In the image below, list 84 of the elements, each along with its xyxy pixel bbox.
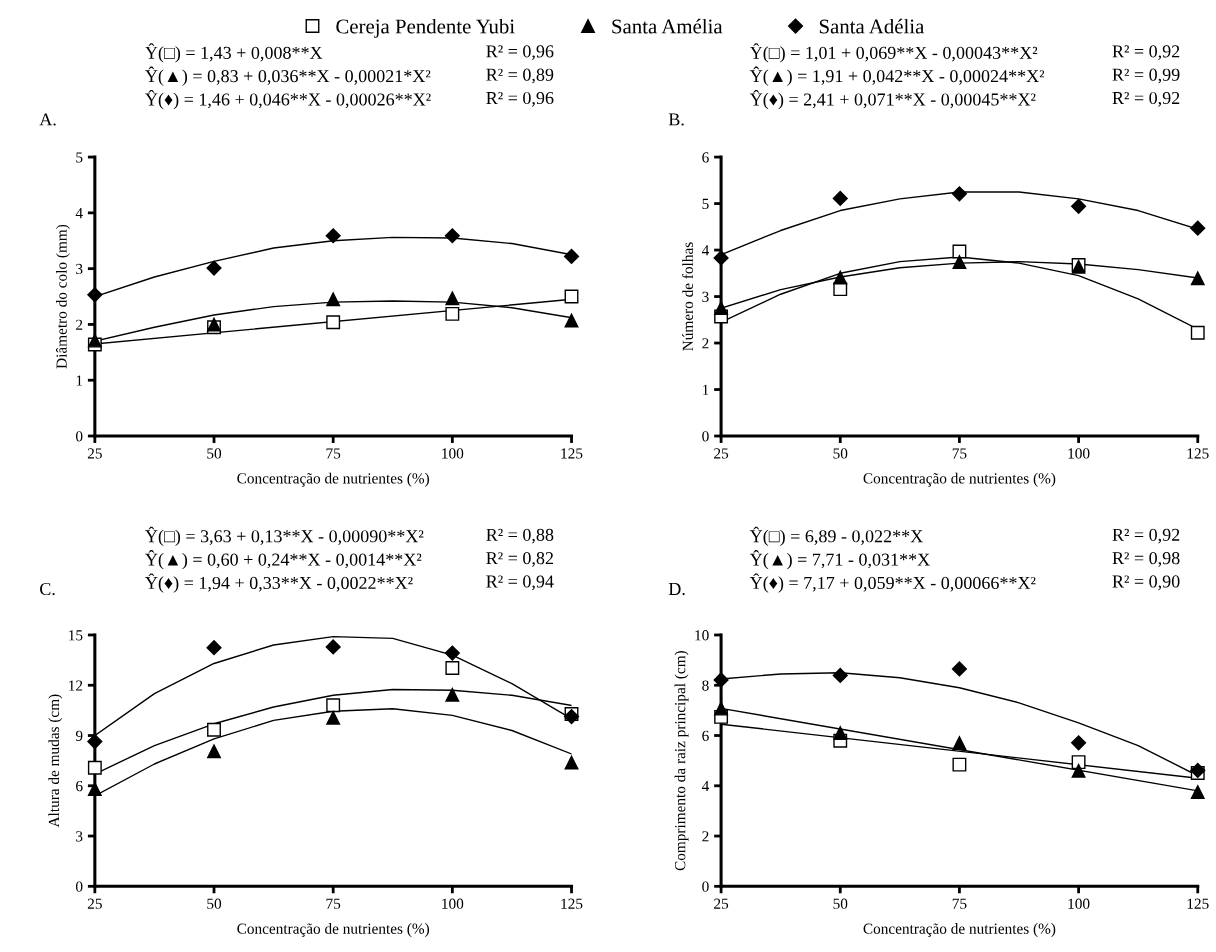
text: R² = 0,88 bbox=[486, 528, 554, 544]
x-tick-label: 75 bbox=[952, 898, 967, 909]
y-tick-label: 12 bbox=[69, 680, 83, 691]
x-tick-label: 75 bbox=[952, 448, 967, 459]
x-tick-label: 100 bbox=[442, 448, 464, 459]
text: Ŷ(□) = 1,01 + 0,069**X - 0,00043**X² bbox=[749, 43, 1038, 63]
text: Ŷ(♦) = 7,17 + 0,059**X - 0,00066**X² bbox=[749, 573, 1036, 593]
x-tick-label: 25 bbox=[87, 898, 102, 909]
x-tick-label: 50 bbox=[833, 898, 848, 909]
x-tick-label: 125 bbox=[1187, 448, 1209, 459]
x-tick-label: 25 bbox=[714, 898, 729, 909]
x-tick-label: 100 bbox=[442, 898, 464, 909]
y-tick-label: 1 bbox=[702, 384, 709, 395]
text: R² = 0,82 bbox=[486, 552, 553, 567]
y-tick-label: 1 bbox=[76, 375, 83, 386]
y-tick-label: 6 bbox=[702, 730, 709, 741]
x-axis-title: Concentração de nutrientes (%) bbox=[863, 923, 1056, 937]
x-tick-label: 25 bbox=[87, 448, 102, 459]
text: Ŷ(▲) = 0,60 + 0,24**X - 0,0014**X² bbox=[145, 550, 422, 570]
text: R² = 0,96 bbox=[486, 45, 554, 61]
y-tick-label: 2 bbox=[702, 831, 709, 842]
y-axis-title: Número de folhas bbox=[682, 242, 693, 351]
y-tick-label: 3 bbox=[76, 263, 83, 275]
x-tick-label: 75 bbox=[326, 898, 341, 909]
y-tick-label: 3 bbox=[76, 831, 83, 842]
text: R² = 0,92 bbox=[1112, 528, 1180, 544]
y-axis-title: Altura de mudas (cm) bbox=[48, 694, 63, 828]
legend-label: Cereja Pendente Yubi bbox=[336, 18, 515, 38]
text: Ŷ(□) = 6,89 - 0,022**X bbox=[749, 526, 923, 547]
y-tick-label: 0 bbox=[702, 881, 709, 892]
x-tick-label: 50 bbox=[833, 448, 848, 459]
y-tick-label: 5 bbox=[76, 152, 83, 163]
y-tick-label: 10 bbox=[695, 630, 709, 641]
x-tick-label: 50 bbox=[207, 898, 222, 909]
y-tick-label: 15 bbox=[69, 630, 83, 641]
y-tick-label: 6 bbox=[702, 152, 709, 163]
text: Ŷ(□) = 3,63 + 0,13**X - 0,00090**X² bbox=[145, 526, 424, 547]
text: Ŷ(♦) = 2,41 + 0,071**X - 0,00045**X² bbox=[749, 89, 1036, 110]
text: R² = 0,89 bbox=[486, 68, 554, 84]
y-tick-label: 5 bbox=[702, 198, 709, 210]
x-axis-title: Concentração de nutrientes (%) bbox=[237, 923, 430, 937]
legend-label: Santa Amélia bbox=[612, 18, 723, 34]
y-tick-label: 2 bbox=[702, 338, 709, 349]
text: A. bbox=[39, 113, 56, 126]
text: C. bbox=[40, 582, 55, 596]
y-tick-label: 4 bbox=[701, 245, 710, 256]
y-tick-label: 9 bbox=[75, 730, 83, 741]
x-tick-label: 100 bbox=[1068, 448, 1090, 459]
y-tick-label: 8 bbox=[702, 680, 709, 691]
text: R² = 0,92 bbox=[1112, 91, 1180, 107]
y-axis-title: Comprimento da raiz principal (cm) bbox=[674, 651, 689, 871]
text: B. bbox=[668, 113, 684, 126]
y-tick-label: 0 bbox=[702, 431, 709, 442]
text: D. bbox=[668, 583, 685, 596]
y-tick-label: 2 bbox=[76, 319, 83, 330]
text: Ŷ(▲) = 1,91 + 0,042**X - 0,00024**X² bbox=[749, 66, 1045, 86]
y-tick-label: 4 bbox=[701, 781, 710, 792]
x-axis-title: Concentração de nutrientes (%) bbox=[237, 472, 430, 487]
y-tick-label: 0 bbox=[75, 881, 83, 892]
x-tick-label: 50 bbox=[207, 448, 222, 459]
text: R² = 0,94 bbox=[486, 575, 554, 591]
text: Ŷ(♦) = 1,46 + 0,046**X - 0,00026**X² bbox=[145, 89, 431, 110]
text: R² = 0,90 bbox=[1112, 575, 1180, 591]
text: R² = 0,92 bbox=[1112, 45, 1180, 61]
text: Ŷ(▲) = 7,71 - 0,031**X bbox=[749, 550, 930, 570]
y-tick-label: 4 bbox=[75, 208, 83, 219]
y-axis-title: Diâmetro do colo (mm) bbox=[55, 224, 70, 369]
y-tick-label: 0 bbox=[75, 431, 83, 442]
text: Ŷ(▲) = 0,83 + 0,036**X - 0,00021*X² bbox=[145, 66, 431, 86]
text: R² = 0,96 bbox=[486, 91, 554, 107]
text: Ŷ(♦) = 1,94 + 0,33**X - 0,0022**X² bbox=[145, 573, 413, 593]
x-axis-title: Concentração de nutrientes (%) bbox=[863, 472, 1056, 487]
x-tick-label: 125 bbox=[561, 448, 583, 459]
text: Ŷ(□) = 1,43 + 0,008**X bbox=[145, 43, 323, 63]
x-tick-label: 75 bbox=[326, 448, 341, 459]
x-tick-label: 25 bbox=[714, 448, 729, 459]
x-tick-label: 100 bbox=[1068, 898, 1090, 909]
legend-label: Santa Adélia bbox=[819, 18, 925, 34]
text: R² = 0,98 bbox=[1112, 552, 1180, 567]
y-tick-label: 6 bbox=[76, 780, 83, 792]
text: R² = 0,99 bbox=[1112, 68, 1180, 84]
x-tick-label: 125 bbox=[1187, 898, 1209, 909]
y-tick-label: 3 bbox=[702, 291, 709, 302]
x-tick-label: 125 bbox=[561, 898, 583, 909]
